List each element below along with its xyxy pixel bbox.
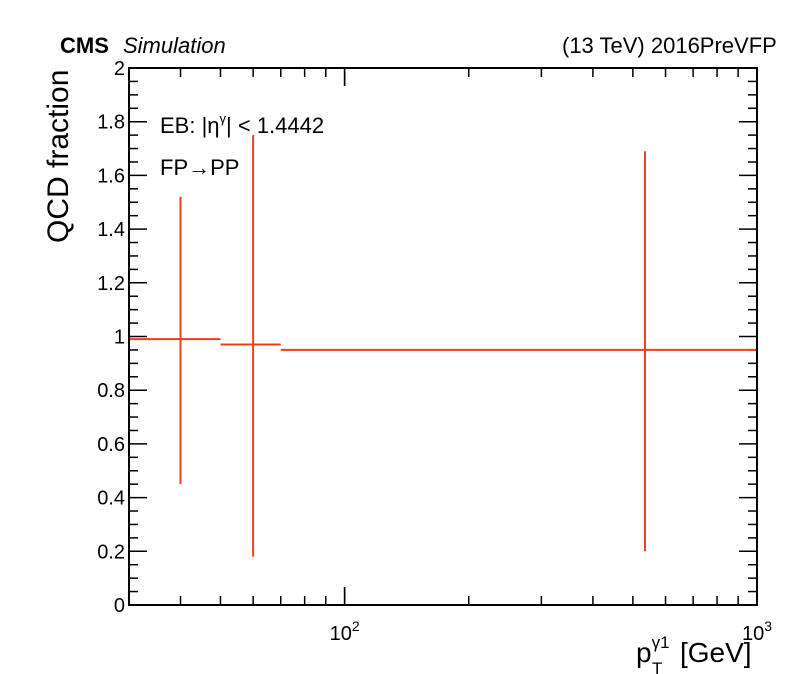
plot-frame <box>128 67 758 606</box>
region-suffix: | < 1.4442 <box>226 113 324 138</box>
y-tick-label: 0.6 <box>97 434 125 456</box>
axis-ticks: 0 0.2 0.4 0.6 0.8 1 1.2 1.4 1.6 1.8 2 102 103 <box>97 58 772 645</box>
x-tick-label: 103 <box>742 618 772 645</box>
experiment-label: CMS <box>60 33 109 58</box>
region-sup: γ <box>220 111 227 126</box>
x-axis-title-unit: [GeV] <box>680 637 752 668</box>
region-prefix: EB: |η <box>160 113 220 138</box>
data-point <box>220 135 281 557</box>
y-tick-label: 1.6 <box>97 165 125 187</box>
status-label: Simulation <box>123 33 226 58</box>
y-tick-label: 1.2 <box>97 273 125 295</box>
data-point <box>129 196 221 485</box>
y-tick-label: 1.4 <box>97 219 125 241</box>
region-annotation: EB: |ηγ| < 1.4442 <box>160 111 324 138</box>
y-tick-label: 0.4 <box>97 488 125 510</box>
transition-annotation: FP→PP <box>160 155 239 180</box>
transition-from: FP <box>160 155 188 180</box>
x-axis-title-sub: T <box>652 659 662 674</box>
y-tick-label: 1.8 <box>97 112 125 134</box>
y-tick-label: 0.2 <box>97 541 125 563</box>
y-tick-label: 0.8 <box>97 380 125 402</box>
y-tick-label: 2 <box>114 58 125 80</box>
transition-arrow: → <box>188 155 210 180</box>
x-axis-title-base: p <box>636 637 652 668</box>
x-axis-title: pγ1 T [GeV] <box>636 633 752 674</box>
energy-label: (13 TeV) 2016PreVFP <box>562 33 777 58</box>
x-axis-title-sup: γ1 <box>652 633 670 652</box>
series-markers <box>129 135 757 557</box>
y-tick-label: 1 <box>114 327 125 349</box>
y-tick-label: 0 <box>114 595 125 617</box>
y-axis-title: QCD fraction <box>42 70 75 243</box>
data-point <box>280 151 757 552</box>
x-tick-label: 102 <box>330 618 360 645</box>
transition-to: PP <box>210 155 239 180</box>
